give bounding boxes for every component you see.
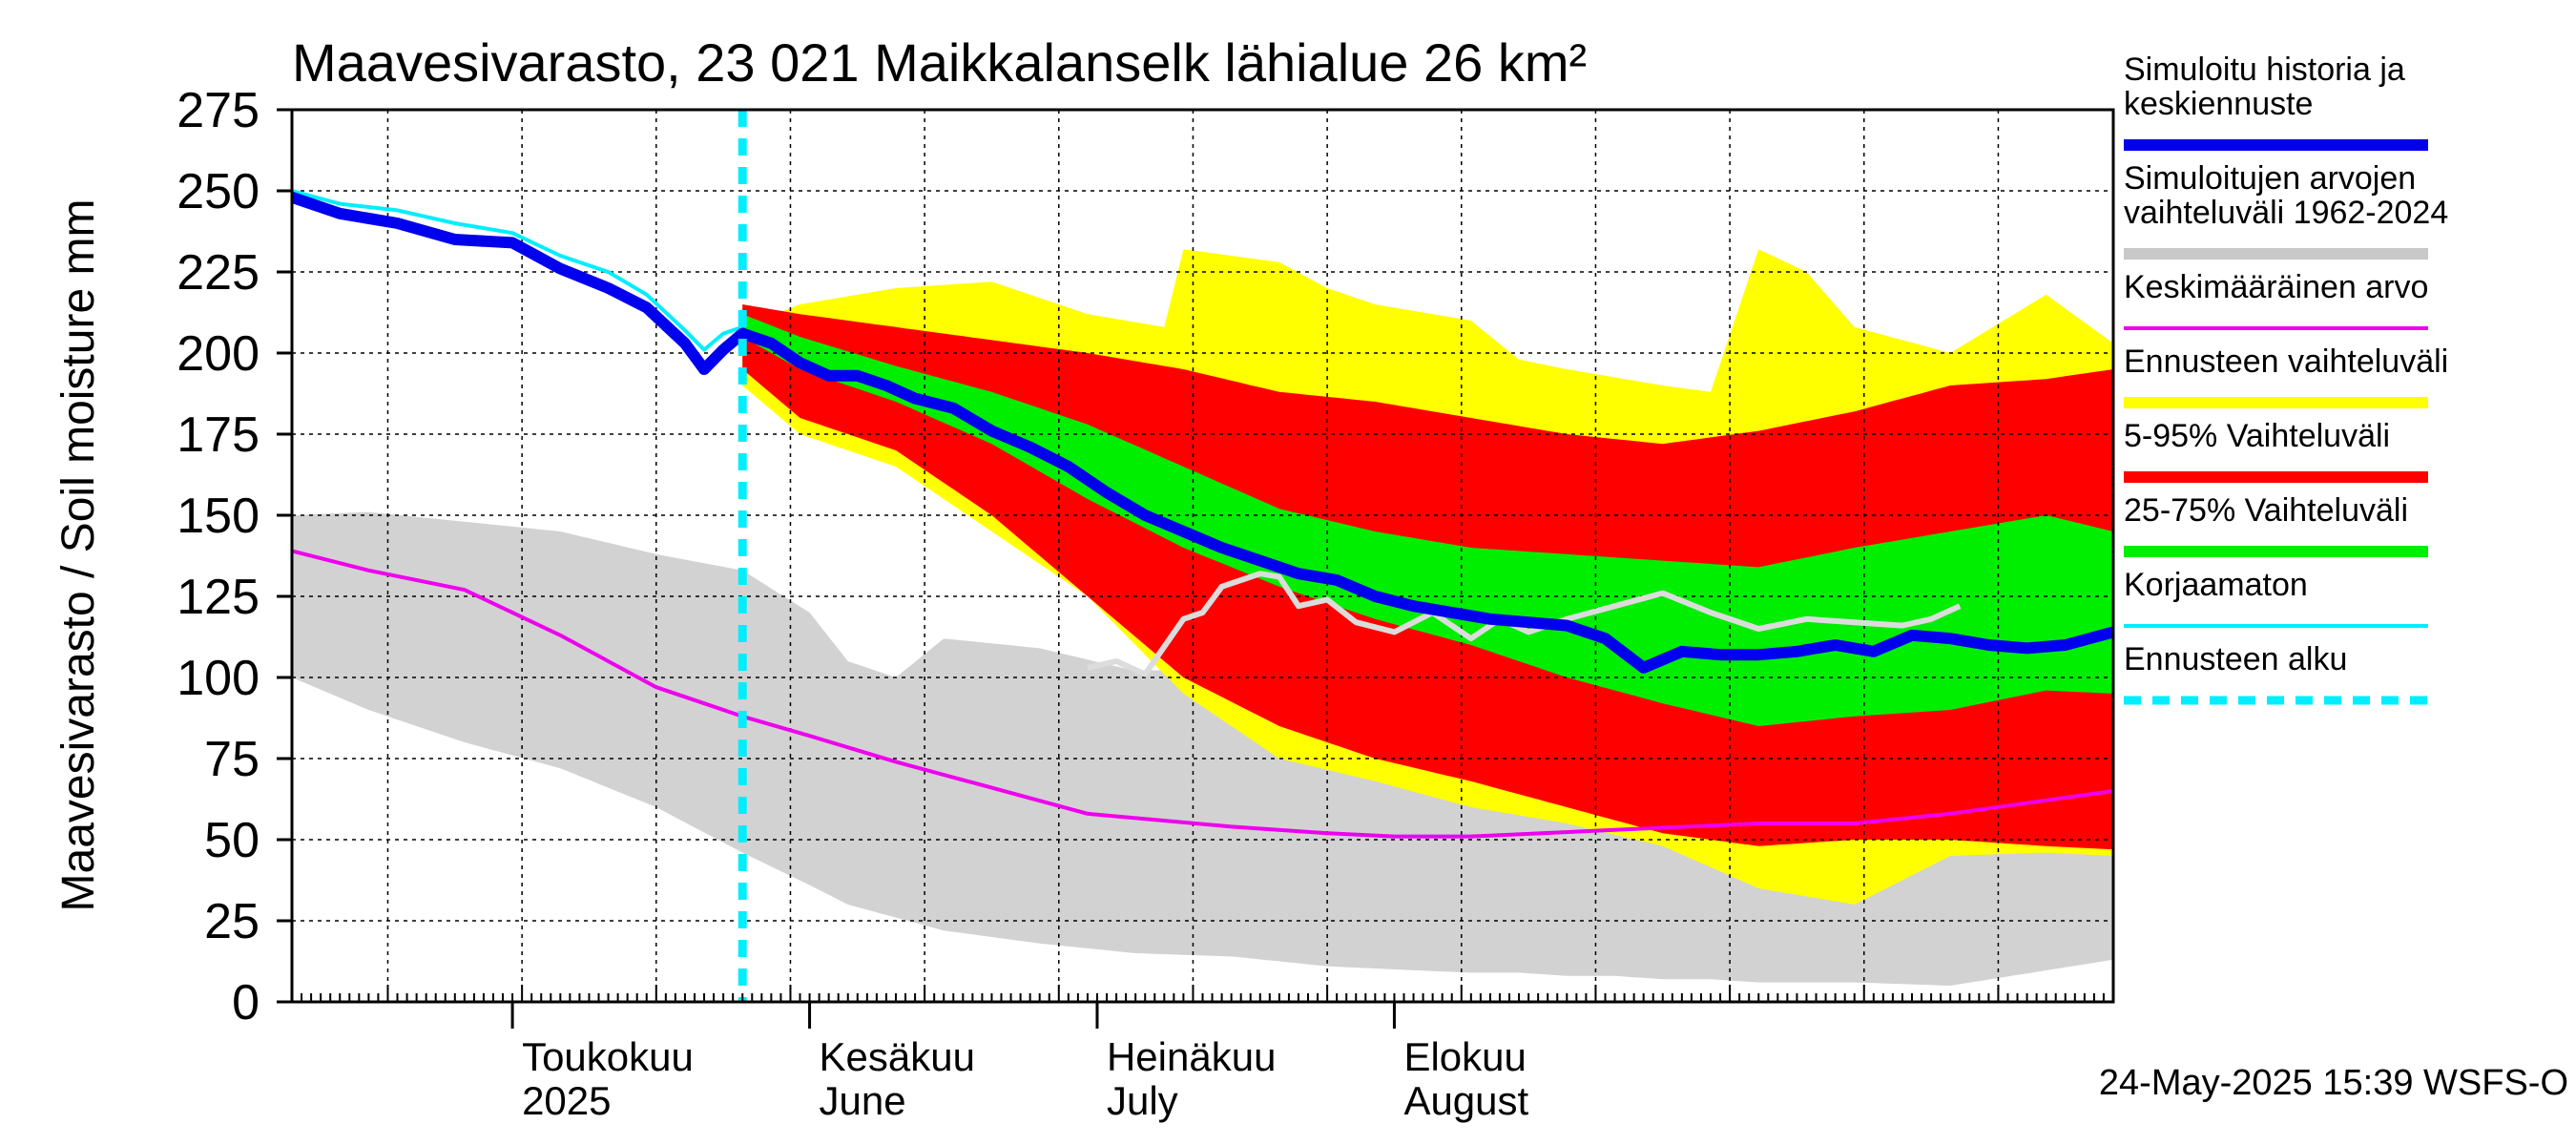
y-tick-label-200: 200 (177, 326, 260, 382)
legend-label-line: Simuloitu historia ja (2124, 52, 2405, 88)
p25-p75-band (742, 314, 2113, 726)
uncorrected-line (292, 189, 743, 352)
legend-label-4: 5-95% Vaihteluväli (2124, 418, 2390, 454)
legend-label-6: Korjaamaton (2124, 567, 2308, 603)
y-tick-label-0: 0 (232, 975, 260, 1030)
y-tick-label-25: 25 (204, 894, 260, 949)
historical-range-band (292, 511, 2113, 986)
y-tick-label-150: 150 (177, 489, 260, 544)
legend-label-7: Ennusteen alku (2124, 641, 2347, 677)
legend-label-0: Simuloitu historia ja keskiennuste (2124, 52, 2405, 122)
y-axis: 0 25 50 75 100 125 150 175 200 225 250 275 (177, 83, 292, 1030)
y-tick-label-175: 175 (177, 407, 260, 463)
legend-label-line: Ennusteen vaihteluväli (2124, 344, 2448, 380)
y-tick-label-50: 50 (204, 813, 260, 868)
legend: Simuloitu historia ja keskiennusteSimuloi… (2124, 52, 2448, 705)
chart-title: Maavesivarasto, 23 021 Maikkalanselk läh… (292, 32, 1587, 93)
month-label: Toukokuu (522, 1034, 694, 1079)
month-label: Kesäkuu (820, 1034, 975, 1079)
legend-label-5: 25-75% Vaihteluväli (2124, 492, 2408, 529)
legend-label-line: 5-95% Vaihteluväli (2124, 418, 2390, 454)
simulated-history-line (292, 191, 749, 375)
y-tick-label-225: 225 (177, 245, 260, 301)
legend-label-1: Simuloitujen arvojen vaihteluväli 1962-20… (2124, 160, 2448, 231)
legend-label-line: 25-75% Vaihteluväli (2124, 492, 2408, 529)
legend-label-line: keskiennuste (2124, 86, 2313, 122)
x-axis-ticks (301, 985, 2105, 1002)
legend-label-2: Keskimääräinen arvo (2124, 269, 2428, 305)
y-tick-label-100: 100 (177, 651, 260, 706)
mean-value-line (292, 549, 2113, 839)
legend-label-line: Simuloitujen arvojen (2124, 160, 2416, 197)
legend-label-3: Ennusteen vaihteluväli (2124, 344, 2448, 380)
legend-label-line: Ennusteen alku (2124, 641, 2347, 677)
legend-label-line: Korjaamaton (2124, 567, 2308, 603)
legend-label-line: Keskimääräinen arvo (2124, 269, 2428, 305)
plot-area (290, 108, 2115, 1004)
month-label: Heinäkuu (1107, 1034, 1276, 1079)
grid-lines (292, 110, 2113, 1002)
y-tick-label-275: 275 (177, 83, 260, 138)
y-axis-label: Maavesivarasto / Soil moisture mm (53, 199, 104, 912)
month-sublabel: July (1107, 1078, 1178, 1123)
month-sublabel: June (820, 1078, 906, 1123)
median-forecast-line (737, 327, 2113, 674)
y-tick-label-250: 250 (177, 164, 260, 219)
month-sublabel: August (1403, 1078, 1528, 1123)
timestamp: 24-May-2025 15:39 WSFS-O (2099, 1063, 2568, 1103)
legend-label-line: vaihteluväli 1962-2024 (2124, 195, 2448, 231)
y-tick-label-125: 125 (177, 570, 260, 625)
month-label: Elokuu (1403, 1034, 1526, 1079)
y-tick-label-75: 75 (204, 732, 260, 787)
month-sublabel: 2025 (522, 1078, 611, 1123)
